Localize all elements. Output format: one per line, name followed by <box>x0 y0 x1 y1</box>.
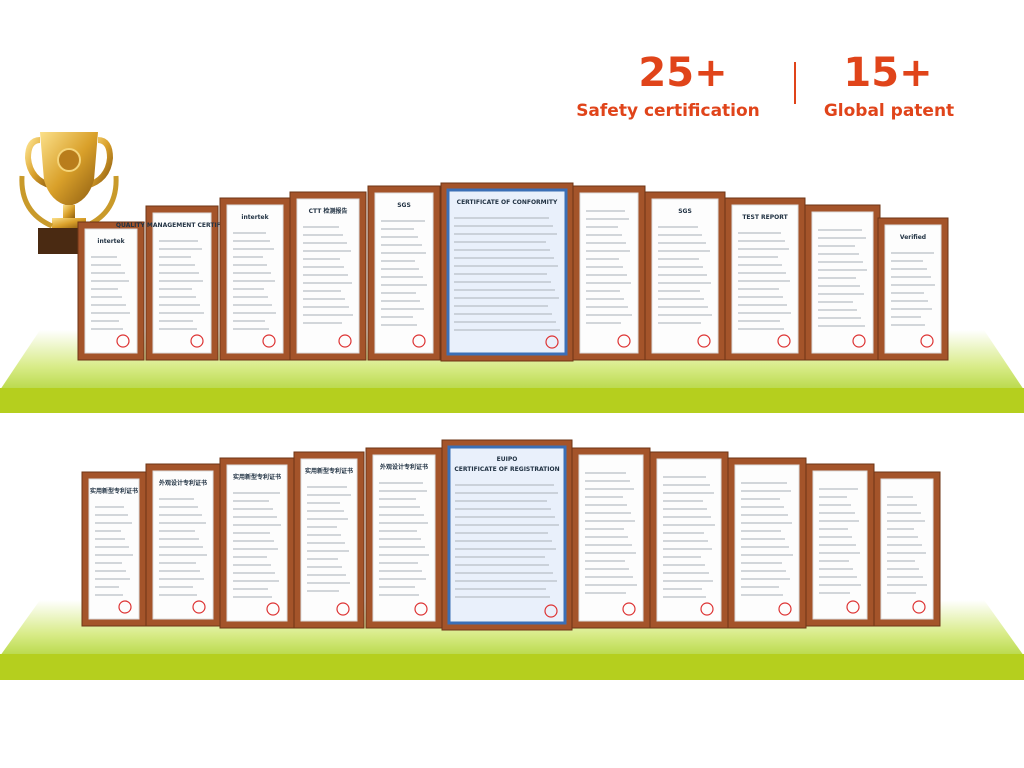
certificate <box>805 463 875 627</box>
certificate: 实用新型专利证书 <box>219 457 295 629</box>
page <box>226 204 284 354</box>
page <box>152 212 212 354</box>
certificate-title: TEST REPORT <box>742 214 788 221</box>
certificate-title: 实用新型专利证书 <box>305 467 353 475</box>
seal <box>412 334 426 348</box>
certificate: Verified <box>877 217 949 361</box>
page <box>446 188 568 356</box>
seal <box>116 334 130 348</box>
certificate-title: SGS <box>397 202 411 209</box>
seal <box>778 602 792 616</box>
certificate <box>727 457 807 629</box>
certificate-title: 实用新型专利证书 <box>90 487 138 495</box>
seal <box>262 334 276 348</box>
page <box>374 192 434 354</box>
certificate-title: 外观设计专利证书 <box>158 479 207 487</box>
page <box>651 198 719 354</box>
certificate <box>649 451 729 629</box>
seal <box>544 604 558 618</box>
certificate: CERTIFICATE OF CONFORMITY <box>440 182 574 362</box>
certificate <box>804 204 881 361</box>
seal <box>192 600 206 614</box>
certificate <box>572 185 646 361</box>
certificate-title: intertek <box>97 238 125 245</box>
certificate-title: 外观设计专利证书 <box>379 463 428 471</box>
seal <box>852 334 866 348</box>
page <box>731 204 799 354</box>
page <box>656 458 722 622</box>
certificate: 实用新型专利证书 <box>293 451 365 629</box>
page <box>884 224 942 354</box>
certificate: TEST REPORT <box>724 197 806 361</box>
certificate-title: intertek <box>241 214 269 221</box>
certificate: 实用新型专利证书 <box>81 471 147 627</box>
trophy <box>19 132 119 254</box>
certificate: SGS <box>644 191 726 361</box>
seal <box>190 334 204 348</box>
seal <box>266 602 280 616</box>
certificate: intertek <box>219 197 291 361</box>
page <box>734 464 800 622</box>
certificate-title: CERTIFICATE OF REGISTRATION <box>454 466 559 473</box>
page <box>579 192 639 354</box>
shelf-edge <box>0 654 1024 680</box>
certificate: QUALITY MANAGEMENT CERTIFICATION <box>116 205 248 361</box>
page <box>296 198 360 354</box>
page <box>811 211 874 354</box>
stat-label: Safety certification <box>576 101 760 121</box>
certificate: SGS <box>367 185 441 361</box>
seal <box>777 334 791 348</box>
seal <box>846 600 860 614</box>
page <box>880 478 934 620</box>
page <box>88 478 140 620</box>
seal <box>545 335 559 349</box>
shelf-edge <box>0 388 1024 413</box>
seal <box>622 602 636 616</box>
seal <box>414 602 428 616</box>
page <box>300 458 358 622</box>
certificate <box>873 471 941 627</box>
page <box>447 445 567 625</box>
page <box>84 228 138 354</box>
page <box>372 454 436 622</box>
seal <box>338 334 352 348</box>
certificate <box>571 447 651 629</box>
certificate-title: QUALITY MANAGEMENT CERTIFICATION <box>116 222 248 229</box>
seal <box>617 334 631 348</box>
page <box>152 470 214 620</box>
seal <box>697 334 711 348</box>
page <box>226 464 288 622</box>
seal <box>118 600 132 614</box>
stat-label: Global patent <box>824 101 954 121</box>
certificate-title: Verified <box>900 234 926 241</box>
certificate: CTT 检测报告 <box>289 191 367 361</box>
stat-value: 25+ <box>638 50 727 96</box>
seal <box>700 602 714 616</box>
certificate: EUIPO CERTIFICATE OF REGISTRATION <box>441 439 573 631</box>
certificate-title: EUIPO <box>497 456 518 463</box>
certificate-title: CERTIFICATE OF CONFORMITY <box>457 199 558 206</box>
page <box>578 454 644 622</box>
seal <box>920 334 934 348</box>
certificate: intertek <box>77 221 145 361</box>
seal <box>912 600 926 614</box>
certificate-title: SGS <box>678 208 692 215</box>
seal <box>336 602 350 616</box>
certificate-title: CTT 检测报告 <box>309 207 348 215</box>
stat-value: 15+ <box>843 50 932 96</box>
certificate: 外观设计专利证书 <box>145 463 221 627</box>
certificate-title: 实用新型专利证书 <box>233 473 281 481</box>
certificate: 外观设计专利证书 <box>365 447 443 629</box>
